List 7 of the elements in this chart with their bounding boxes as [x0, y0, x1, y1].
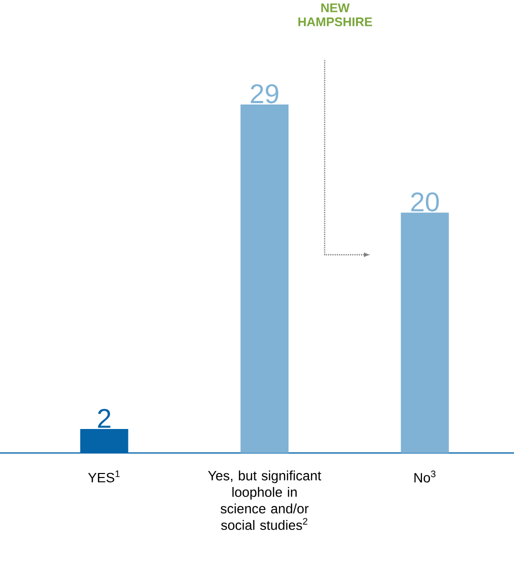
- x-tick-label: No$^{3}$: [414, 470, 436, 482]
- x-tick-label: YES$^{1}$: [88, 470, 120, 482]
- data-label: 20: [411, 192, 439, 212]
- x-tick-label: Yes, but significant loophole in science and/or social studies$^{2}$: [208, 470, 322, 530]
- text: NEW HAMPSHIRE: [298, 4, 372, 26]
- data-label: 29: [250, 84, 278, 104]
- data-label: 2: [98, 408, 110, 428]
